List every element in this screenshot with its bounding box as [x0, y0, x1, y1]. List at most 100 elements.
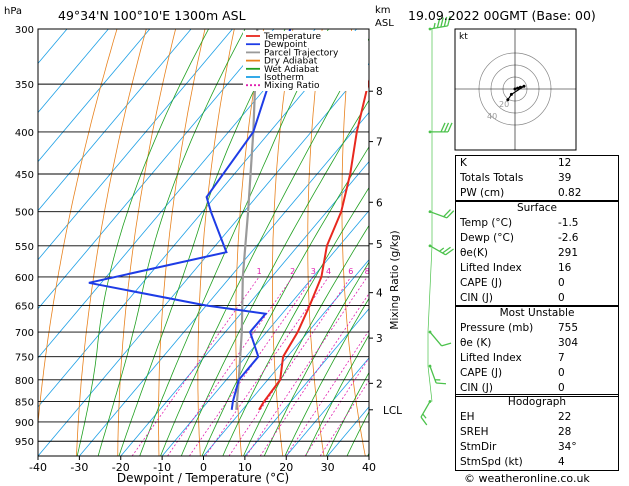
hodograph-stats-panel: Hodograph EH 22 SREH 28 StmDir 34° StmSpd (kt)…: [455, 394, 619, 471]
surface-label: CAPE (J): [460, 277, 503, 289]
wet-adiabat-line: [180, 99, 369, 456]
most-unstable-value: 0: [558, 367, 565, 379]
km-tick-label: 5: [376, 239, 383, 251]
index-label: PW (cm): [460, 187, 505, 199]
isotherm-line: [38, 29, 151, 163]
wind-barb-feather: [445, 248, 454, 256]
wind-barb-half-feather: [434, 379, 441, 381]
mixing-ratio-label: 1: [257, 267, 262, 276]
pressure-tick-label: 800: [15, 376, 34, 387]
most-unstable-value: 7: [558, 352, 565, 364]
wet-adiabat-line: [201, 146, 369, 456]
index-row: Totals Totals 39: [456, 171, 618, 186]
x-tick-label: 0: [200, 461, 207, 474]
surface-label: CIN (J): [460, 292, 493, 304]
wind-barbs: [420, 16, 455, 426]
mixing-ratio-label: 25: [432, 267, 442, 276]
legend-label: Temperature: [263, 32, 321, 42]
x-tick-label: 30: [321, 461, 335, 474]
mixing-ratio-line: [228, 276, 352, 456]
pressure-tick-label: 400: [15, 128, 34, 139]
pressure-tick-label: 750: [15, 353, 34, 364]
surface-label: Temp (°C): [460, 217, 513, 229]
dry-adiabat-line: [117, 29, 176, 456]
pressure-tick-label: 350: [15, 80, 34, 91]
legend-label: Mixing Ratio: [264, 81, 320, 91]
index-row: K 12: [456, 156, 618, 171]
mixing-ratio-line: [131, 276, 260, 456]
wind-barb-staff: [429, 211, 448, 219]
hodograph-stat-row: SREH 28: [456, 425, 618, 440]
most-unstable-label: Lifted Index: [460, 352, 522, 364]
pressure-tick-label: 450: [15, 170, 34, 181]
wind-barb-staff: [429, 25, 448, 30]
wet-adiabat-line: [118, 29, 286, 456]
wet-adiabat-line: [284, 297, 369, 456]
km-tick-label: 3: [376, 333, 383, 345]
isotherm-line: [38, 29, 357, 408]
pressure-tick-label: 900: [15, 418, 34, 429]
wind-barb-feather: [443, 16, 448, 27]
index-value: 12: [558, 157, 572, 169]
legend-label: Dewpoint: [264, 40, 307, 50]
mixing-ratio-axis-label: Mixing Ratio (g/kg): [389, 230, 401, 329]
index-value: 0.82: [558, 187, 582, 199]
hodograph-point: [509, 92, 513, 96]
most-unstable-row: CIN (J) 0: [456, 381, 618, 396]
km-tick-label: 4: [376, 288, 383, 300]
dry-adiabat-line: [158, 29, 206, 456]
surface-row: CAPE (J) 0: [456, 276, 618, 291]
x-tick-label: -10: [153, 461, 171, 474]
legend-label: Isotherm: [264, 73, 304, 83]
wind-barb-feather: [443, 122, 450, 133]
legend-background: [243, 31, 368, 91]
hodograph-point: [513, 87, 517, 91]
surface-panel: Surface Temp (°C) -1.5 Dewp (°C) -2.6 θe(K) 2…: [455, 200, 619, 307]
x-tick-label: -40: [29, 461, 47, 474]
hodograph-ring-label: 20: [499, 100, 509, 109]
wind-barb-base: [428, 244, 432, 248]
mixing-ratio-label: 4: [326, 267, 331, 276]
index-label: Totals Totals: [460, 172, 524, 184]
wind-barb-base: [428, 27, 432, 31]
wet-adiabat-line: [263, 261, 369, 456]
isotherm-line: [38, 29, 192, 212]
index-row: PW (cm) 0.82: [456, 186, 618, 201]
hodograph-stat-value: 28: [558, 426, 572, 438]
most-unstable-title: Most Unstable: [499, 307, 575, 319]
wind-barb-staff: [429, 365, 437, 384]
index-label: K: [460, 157, 467, 169]
dry-adiabat-line: [235, 29, 264, 456]
surface-row: Dewp (°C) -2.6: [456, 231, 618, 246]
km-tick-label: 2: [376, 378, 383, 390]
km-label: km: [375, 5, 391, 16]
hodograph-stat-value: 4: [558, 456, 565, 468]
hodograph-stat-row: StmDir 34°: [456, 440, 618, 455]
pressure-tick-label: 650: [15, 302, 34, 313]
mixing-ratio-label: 10: [375, 267, 385, 276]
most-unstable-value: 0: [558, 382, 565, 394]
wind-barb: [428, 122, 453, 134]
datetime-title: 19.09.2022 00GMT (Base: 00): [408, 8, 596, 23]
km-tick-label: LCL: [383, 405, 402, 417]
km-tick-label: 8: [376, 86, 383, 98]
hodograph-unit-label: kt: [459, 32, 468, 42]
pressure-tick-label: 550: [15, 242, 34, 253]
legend-label: Dry Adiabat: [264, 57, 318, 67]
hodograph-point: [506, 98, 510, 102]
wind-barb-feather: [440, 17, 444, 28]
dry-adiabat-line: [407, 29, 448, 456]
surface-label: θe(K): [460, 247, 488, 259]
wind-barb-feather: [442, 246, 451, 254]
pressure-tick-label: 300: [15, 25, 34, 36]
wind-barb: [428, 16, 451, 31]
pressure-tick-label: 700: [15, 328, 34, 339]
mixing-ratio-label: 3: [311, 267, 316, 276]
surface-label: Lifted Index: [460, 262, 522, 274]
mixing-ratio-line: [246, 276, 368, 456]
wet-adiabat-line: [305, 334, 369, 456]
hpa-label: hPa: [4, 6, 22, 17]
km-tick-label: 7: [376, 137, 383, 149]
isotherm-line: [38, 29, 275, 310]
